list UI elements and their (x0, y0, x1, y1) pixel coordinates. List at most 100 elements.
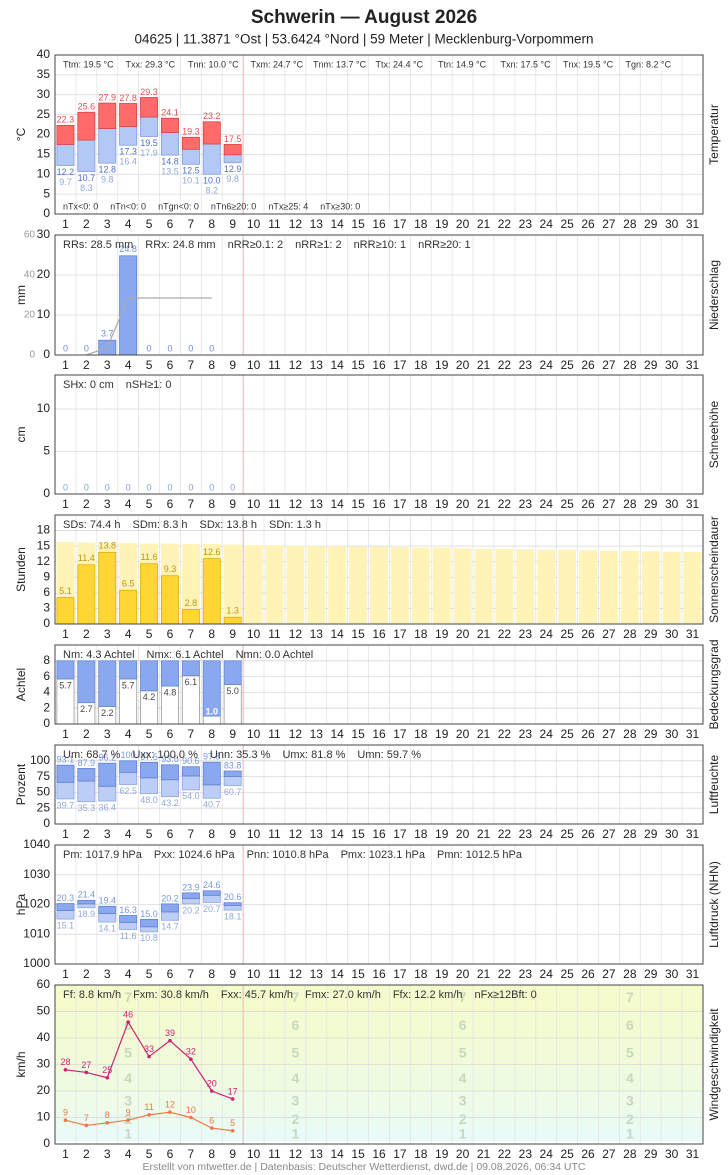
possible-bar (599, 550, 618, 624)
plot-area (55, 375, 703, 494)
x-tick-label: 26 (581, 217, 595, 231)
beaufort-label: 5 (459, 1045, 467, 1061)
beaufort-band (55, 1011, 703, 1041)
possible-bar (432, 547, 451, 624)
bar (119, 589, 138, 625)
value-label: 20.3 (57, 893, 75, 903)
x-tick-label: 2 (83, 727, 90, 741)
x-tick-label: 24 (540, 827, 554, 841)
x-tick-label: 12 (289, 967, 303, 981)
x-tick-label: 4 (125, 1147, 132, 1161)
value-label: 19.5 (140, 138, 158, 148)
x-tick-label: 10 (247, 967, 261, 981)
value-label: 25.6 (78, 102, 96, 112)
x-tick-label: 10 (247, 727, 261, 741)
stat: nRR≥20: 1 (418, 239, 471, 251)
mean-point (105, 1121, 110, 1125)
x-tick-label: 2 (83, 1147, 90, 1161)
beaufort-label: 4 (459, 1070, 467, 1086)
stat: SDm: 8.3 h (132, 519, 187, 531)
x-tick-label: 8 (208, 217, 215, 231)
possible-bar (223, 544, 242, 624)
x-tick-label: 17 (393, 727, 407, 741)
range-upper (77, 768, 96, 782)
x-tick-label: 4 (125, 497, 132, 511)
x-tick-label: 19 (435, 827, 449, 841)
range-upper (181, 136, 200, 150)
x-tick-label: 11 (268, 627, 281, 641)
stat: Uxx: 100.0 % (132, 749, 198, 761)
value-label: 22.3 (57, 115, 75, 125)
stat: Pm: 1017.9 hPa (63, 849, 143, 861)
possible-bar (390, 547, 409, 624)
mean-point (168, 1110, 172, 1114)
stat: SDx: 13.8 h (200, 519, 257, 531)
x-tick-label: 1 (62, 727, 69, 741)
x-tick-label: 1 (62, 358, 69, 372)
x-tick-label: 9 (229, 967, 236, 981)
beaufort-band (55, 1040, 703, 1068)
beaufort-label: 7 (124, 989, 132, 1005)
x-tick-label: 5 (146, 727, 153, 741)
x-tick-label: 27 (602, 1147, 616, 1161)
value-label: 6 (209, 1115, 214, 1125)
footer: Erstellt von mtwetter.de | Datenbasis: D… (143, 1161, 586, 1173)
x-tick-label: 29 (644, 1147, 658, 1161)
x-tick-label: 1 (62, 1147, 69, 1161)
x-tick-label: 5 (146, 358, 153, 372)
x-tick-label: 5 (146, 827, 153, 841)
x-tick-label: 3 (104, 967, 111, 981)
x-tick-label: 14 (331, 217, 345, 231)
x-tick-label: 13 (310, 358, 324, 372)
value-label: 5.7 (122, 680, 135, 690)
x-tick-label: 7 (188, 727, 195, 741)
x-tick-label: 26 (581, 627, 595, 641)
range-upper (181, 892, 200, 899)
value-label: 5.0 (226, 686, 239, 696)
x-tick-label: 3 (104, 827, 111, 841)
side-label: Bedeckungsgrad (707, 639, 721, 729)
stat: Tnn: 10.0 °C (188, 59, 239, 69)
x-tick-label: 15 (351, 967, 365, 981)
plot-frame (54, 644, 704, 725)
beaufort-band (55, 985, 703, 1012)
x-tick-label: 10 (247, 1147, 261, 1161)
beaufort-label: 6 (124, 1017, 132, 1033)
x-tick-label: 24 (540, 1147, 554, 1161)
y-tick-label: 25 (37, 107, 51, 121)
x-tick-label: 22 (498, 967, 512, 981)
y-tick-label: 1000 (23, 956, 50, 970)
value-label: 13.8 (98, 541, 116, 551)
value-label: 10.1 (182, 176, 200, 186)
x-tick-label: 26 (581, 358, 595, 372)
range-lower (98, 785, 117, 802)
x-tick-label: 11 (268, 727, 281, 741)
x-tick-label: 16 (372, 727, 386, 741)
range-upper (140, 761, 159, 779)
value-label: 1.0 (206, 706, 219, 716)
side-label: Niederschlag (707, 260, 721, 330)
range-lower (160, 911, 179, 921)
x-tick-label: 2 (83, 827, 90, 841)
x-tick-label: 10 (247, 627, 261, 641)
range-upper (119, 915, 138, 923)
range-upper (56, 903, 75, 911)
x-tick-label: 1 (62, 497, 69, 511)
y-axis-label: mm (14, 285, 28, 305)
possible-bar (328, 546, 347, 624)
range-lower (223, 154, 242, 164)
y-tick-label: 2 (43, 700, 50, 714)
x-tick-label: 6 (167, 727, 174, 741)
x-tick-label: 30 (665, 358, 679, 372)
y-tick-label: 10 (37, 307, 51, 321)
stat: nRR≥0.1: 2 (228, 239, 284, 251)
y-tick-label: 30 (37, 87, 51, 101)
y-tick-label: 3 (43, 601, 50, 615)
value-label: 20.7 (203, 904, 221, 914)
x-tick-label: 22 (498, 217, 512, 231)
x-tick-label: 14 (331, 727, 345, 741)
x-tick-label: 15 (351, 358, 365, 372)
x-tick-label: 17 (393, 358, 407, 372)
stat: Txn: 17.5 °C (501, 59, 552, 69)
